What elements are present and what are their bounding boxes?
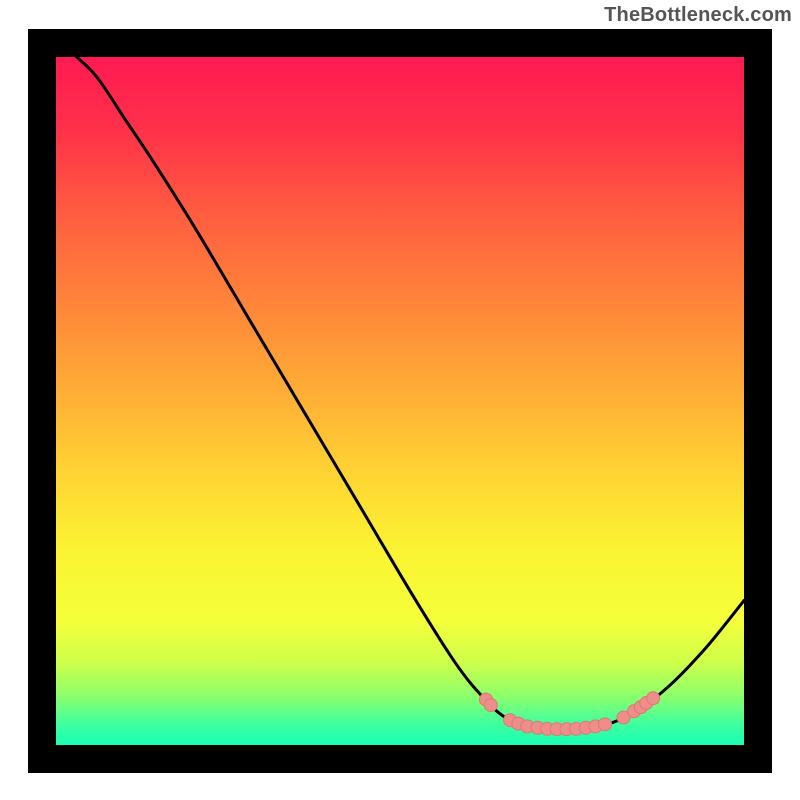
watermark-text: TheBottleneck.com: [604, 4, 792, 27]
chart-container: TheBottleneck.com: [0, 0, 800, 800]
marker-dot: [484, 699, 497, 712]
gradient-background: [56, 57, 744, 745]
bottleneck-curve-chart: [0, 0, 800, 800]
marker-dot: [647, 692, 660, 705]
marker-dot: [599, 718, 612, 731]
